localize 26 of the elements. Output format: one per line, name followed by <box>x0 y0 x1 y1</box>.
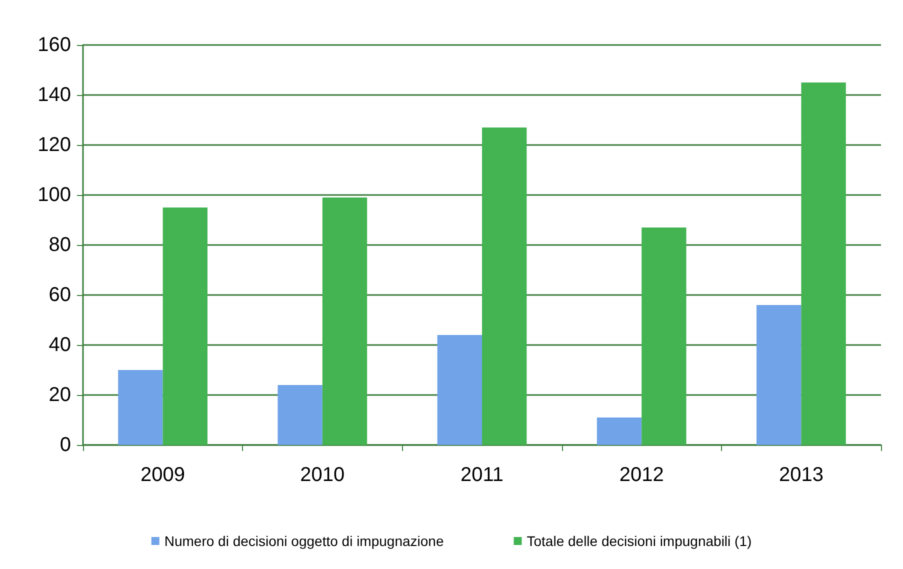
x-tick-label: 2009 <box>140 464 186 486</box>
bar <box>322 198 368 445</box>
bar <box>801 82 846 445</box>
bar <box>162 208 208 445</box>
y-tick-label: 60 <box>48 284 71 306</box>
legend-label: Totale delle decisioni impugnabili (1) <box>526 533 752 549</box>
y-tick-label: 160 <box>38 34 71 56</box>
bar <box>118 370 163 445</box>
bar <box>278 385 322 445</box>
y-tick-label: 80 <box>48 234 71 256</box>
y-tick-label: 40 <box>48 334 71 356</box>
y-tick-label: 0 <box>60 434 71 456</box>
legend-label: Numero di decisioni oggetto di impugnazione <box>164 533 444 549</box>
bar <box>437 335 482 445</box>
bar <box>596 418 642 445</box>
bar <box>642 228 686 445</box>
y-tick-label: 140 <box>38 84 71 106</box>
x-tick-label: 2011 <box>460 464 504 486</box>
y-tick-label: 120 <box>38 134 71 156</box>
x-tick-label: 2010 <box>300 464 345 486</box>
bar <box>482 128 527 445</box>
bar <box>756 305 802 445</box>
y-tick-label: 20 <box>48 384 71 406</box>
x-tick-label: 2012 <box>619 464 664 486</box>
x-tick-label: 2013 <box>778 464 824 486</box>
y-tick-label: 100 <box>38 184 71 206</box>
